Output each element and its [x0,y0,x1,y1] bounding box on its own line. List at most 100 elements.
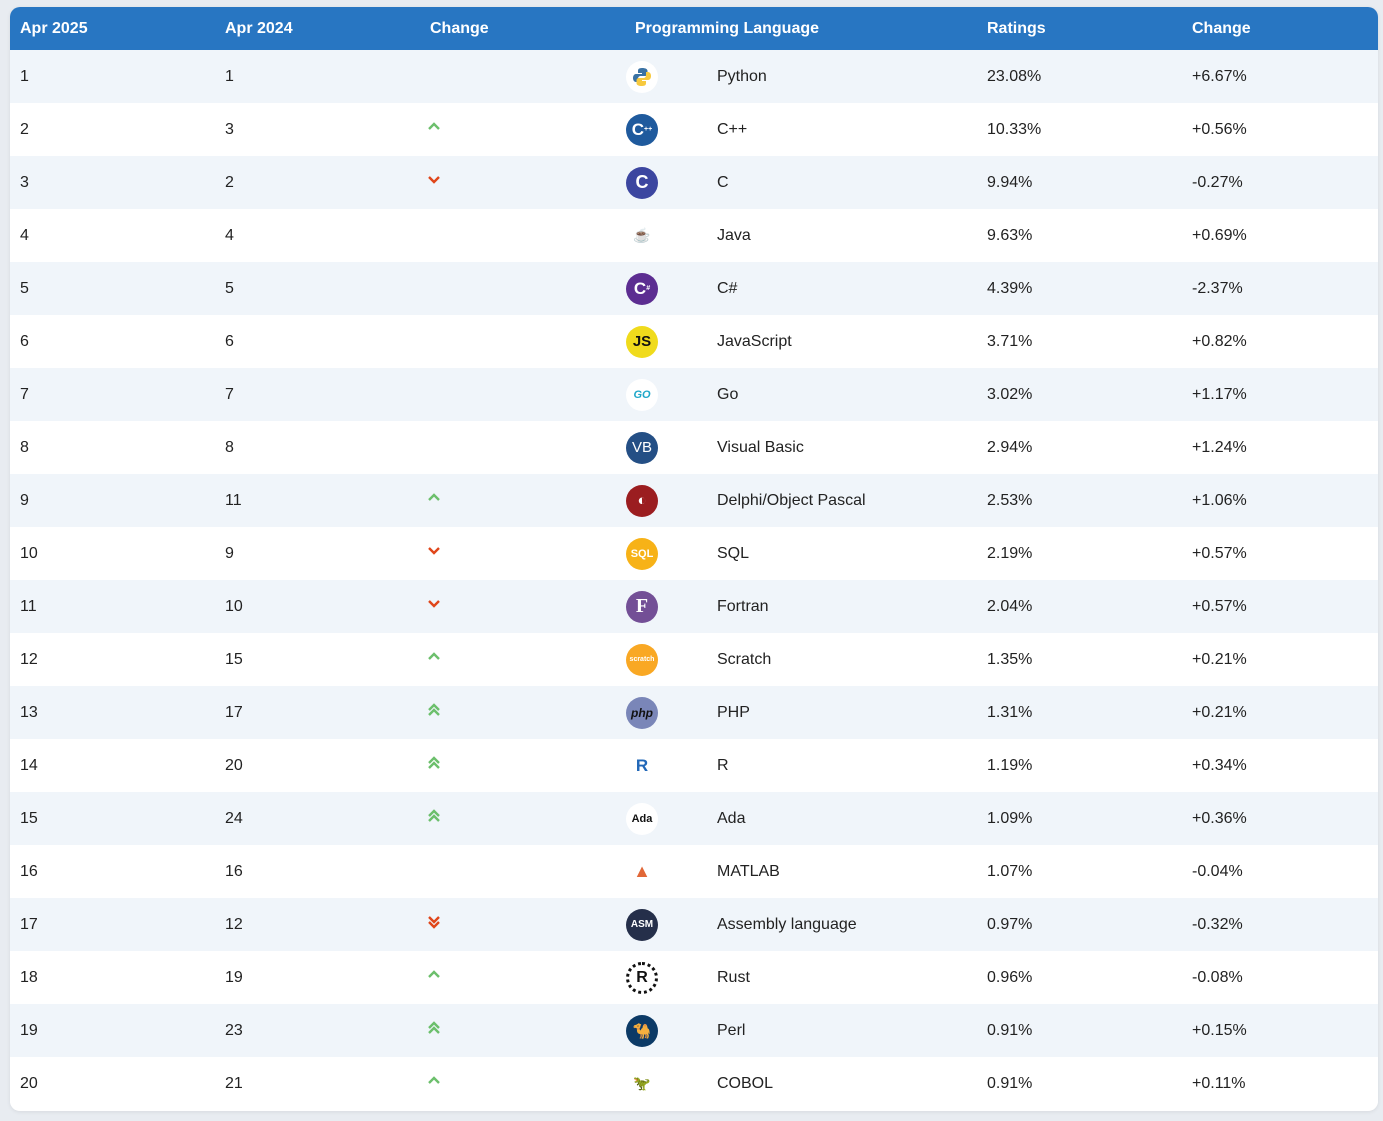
table-row[interactable]: 6 6 JS JavaScript 3.71% +0.82% [10,315,1378,368]
language-name: R [717,756,729,774]
rating: 1.31% [987,703,1033,721]
rating: 0.91% [987,1021,1033,1039]
rating-change: +0.56% [1192,120,1247,138]
rating-change: +1.06% [1192,491,1247,509]
header-change-rating[interactable]: Change [1192,19,1251,37]
rank-2024: 6 [225,332,234,350]
language-name: C# [717,279,738,297]
table-row[interactable]: 10 9 SQL SQL 2.19% +0.57% [10,527,1378,580]
assembly-icon: ASM [626,908,658,941]
language-name: C++ [717,120,748,138]
table-row[interactable]: 7 7 GO Go 3.02% +1.17% [10,368,1378,421]
table-row[interactable]: 4 4 ☕ Java 9.63% +0.69% [10,209,1378,262]
rank-change [420,580,625,633]
java-icon: ☕ [626,219,658,252]
table-row[interactable]: 8 8 VB Visual Basic 2.94% +1.24% [10,421,1378,474]
rating: 1.09% [987,809,1033,827]
rank-2025: 15 [20,809,38,827]
table-row[interactable]: 20 21 🦖 COBOL 0.91% +0.11% [10,1057,1378,1110]
rank-2024: 15 [225,650,243,668]
header-apr-2024[interactable]: Apr 2024 [225,19,293,37]
header-apr-2025[interactable]: Apr 2025 [20,19,88,37]
table-row[interactable]: 12 15 scratch Scratch 1.35% +0.21% [10,633,1378,686]
rating-change: +6.67% [1192,67,1247,85]
language-logo: scratch [625,633,707,686]
rank-2025: 1 [20,67,29,85]
rank-2025: 9 [20,491,29,509]
chevron-up-icon [428,651,441,668]
language-logo: ASM [625,898,707,951]
rank-2024: 7 [225,385,234,403]
language-name: Fortran [717,597,769,615]
c-icon: C [626,166,658,199]
double-chevron-up-icon [428,809,441,827]
rank-2024: 11 [225,491,242,509]
rating-change: -0.04% [1192,862,1243,880]
table-row[interactable]: 3 2 C C 9.94% -0.27% [10,156,1378,209]
rating: 9.63% [987,226,1033,244]
rank-2025: 10 [20,544,38,562]
language-logo: ▲ [625,845,707,898]
rank-2025: 11 [20,597,37,615]
table-row[interactable]: 18 19 R Rust 0.96% -0.08% [10,951,1378,1004]
header-ratings[interactable]: Ratings [987,19,1046,37]
language-logo [625,50,707,103]
table-row[interactable]: 15 24 Ada Ada 1.09% +0.36% [10,792,1378,845]
double-chevron-up-icon [428,1021,441,1039]
language-logo: R [625,739,707,792]
rating: 0.91% [987,1074,1033,1092]
rating-change: +0.15% [1192,1021,1247,1039]
rank-2025: 5 [20,279,29,297]
table-row[interactable]: 1 1 Python 23.08% +6.67% [10,50,1378,103]
rating: 1.07% [987,862,1033,880]
language-logo: C ++ [625,103,707,156]
chevron-up-icon [428,1075,441,1092]
language-logo: C # [625,262,707,315]
table-row[interactable]: 13 17 php PHP 1.31% +0.21% [10,686,1378,739]
rank-2024: 24 [225,809,243,827]
rank-change [420,421,625,474]
rating-change: +0.21% [1192,703,1247,721]
sql-icon: SQL [626,537,658,570]
header-change-rank[interactable]: Change [430,19,489,37]
table-row[interactable]: 16 16 ▲ MATLAB 1.07% -0.04% [10,845,1378,898]
rank-change [420,315,625,368]
header-programming-language[interactable]: Programming Language [625,7,819,50]
rating: 10.33% [987,120,1042,138]
ranking-table-card: Apr 2025 Apr 2024 Change Programming Lan… [10,7,1378,1111]
rank-2024: 5 [225,279,234,297]
javascript-icon: JS [626,325,658,358]
rank-2025: 20 [20,1074,38,1092]
language-logo: 🦖 [625,1057,707,1110]
table-row[interactable]: 9 11 ◐ Delphi/Object Pascal 2.53% +1.06% [10,474,1378,527]
rating-change: +0.36% [1192,809,1247,827]
rank-2025: 14 [20,756,38,774]
rank-2025: 13 [20,703,38,721]
rank-change [420,1057,625,1110]
table-row[interactable]: 2 3 C ++ C++ 10.33% +0.56% [10,103,1378,156]
chevron-down-icon [428,174,441,191]
rank-2024: 10 [225,597,243,615]
rank-change [420,1004,625,1057]
language-logo: php [625,686,707,739]
table-row[interactable]: 17 12 ASM Assembly language 0.97% -0.32% [10,898,1378,951]
rank-2025: 8 [20,438,29,456]
table-row[interactable]: 5 5 C # C# 4.39% -2.37% [10,262,1378,315]
rank-change [420,368,625,421]
double-chevron-up-icon [428,756,441,774]
rank-2024: 4 [225,226,234,244]
table-row[interactable]: 14 20 R R 1.19% +0.34% [10,739,1378,792]
rank-2024: 21 [225,1074,243,1092]
visual-basic-icon: VB [626,431,658,464]
rating-change: +1.24% [1192,438,1247,456]
rank-change [420,739,625,792]
table-row[interactable]: 11 10 F Fortran 2.04% +0.57% [10,580,1378,633]
rating-change: +0.57% [1192,544,1247,562]
rank-2025: 17 [20,915,38,933]
language-name: Perl [717,1021,746,1039]
table-row[interactable]: 19 23 🐪 Perl 0.91% +0.15% [10,1004,1378,1057]
chevron-up-icon [428,492,441,509]
double-chevron-down-icon [428,916,441,933]
language-name: JavaScript [717,332,792,350]
rank-2024: 17 [225,703,243,721]
